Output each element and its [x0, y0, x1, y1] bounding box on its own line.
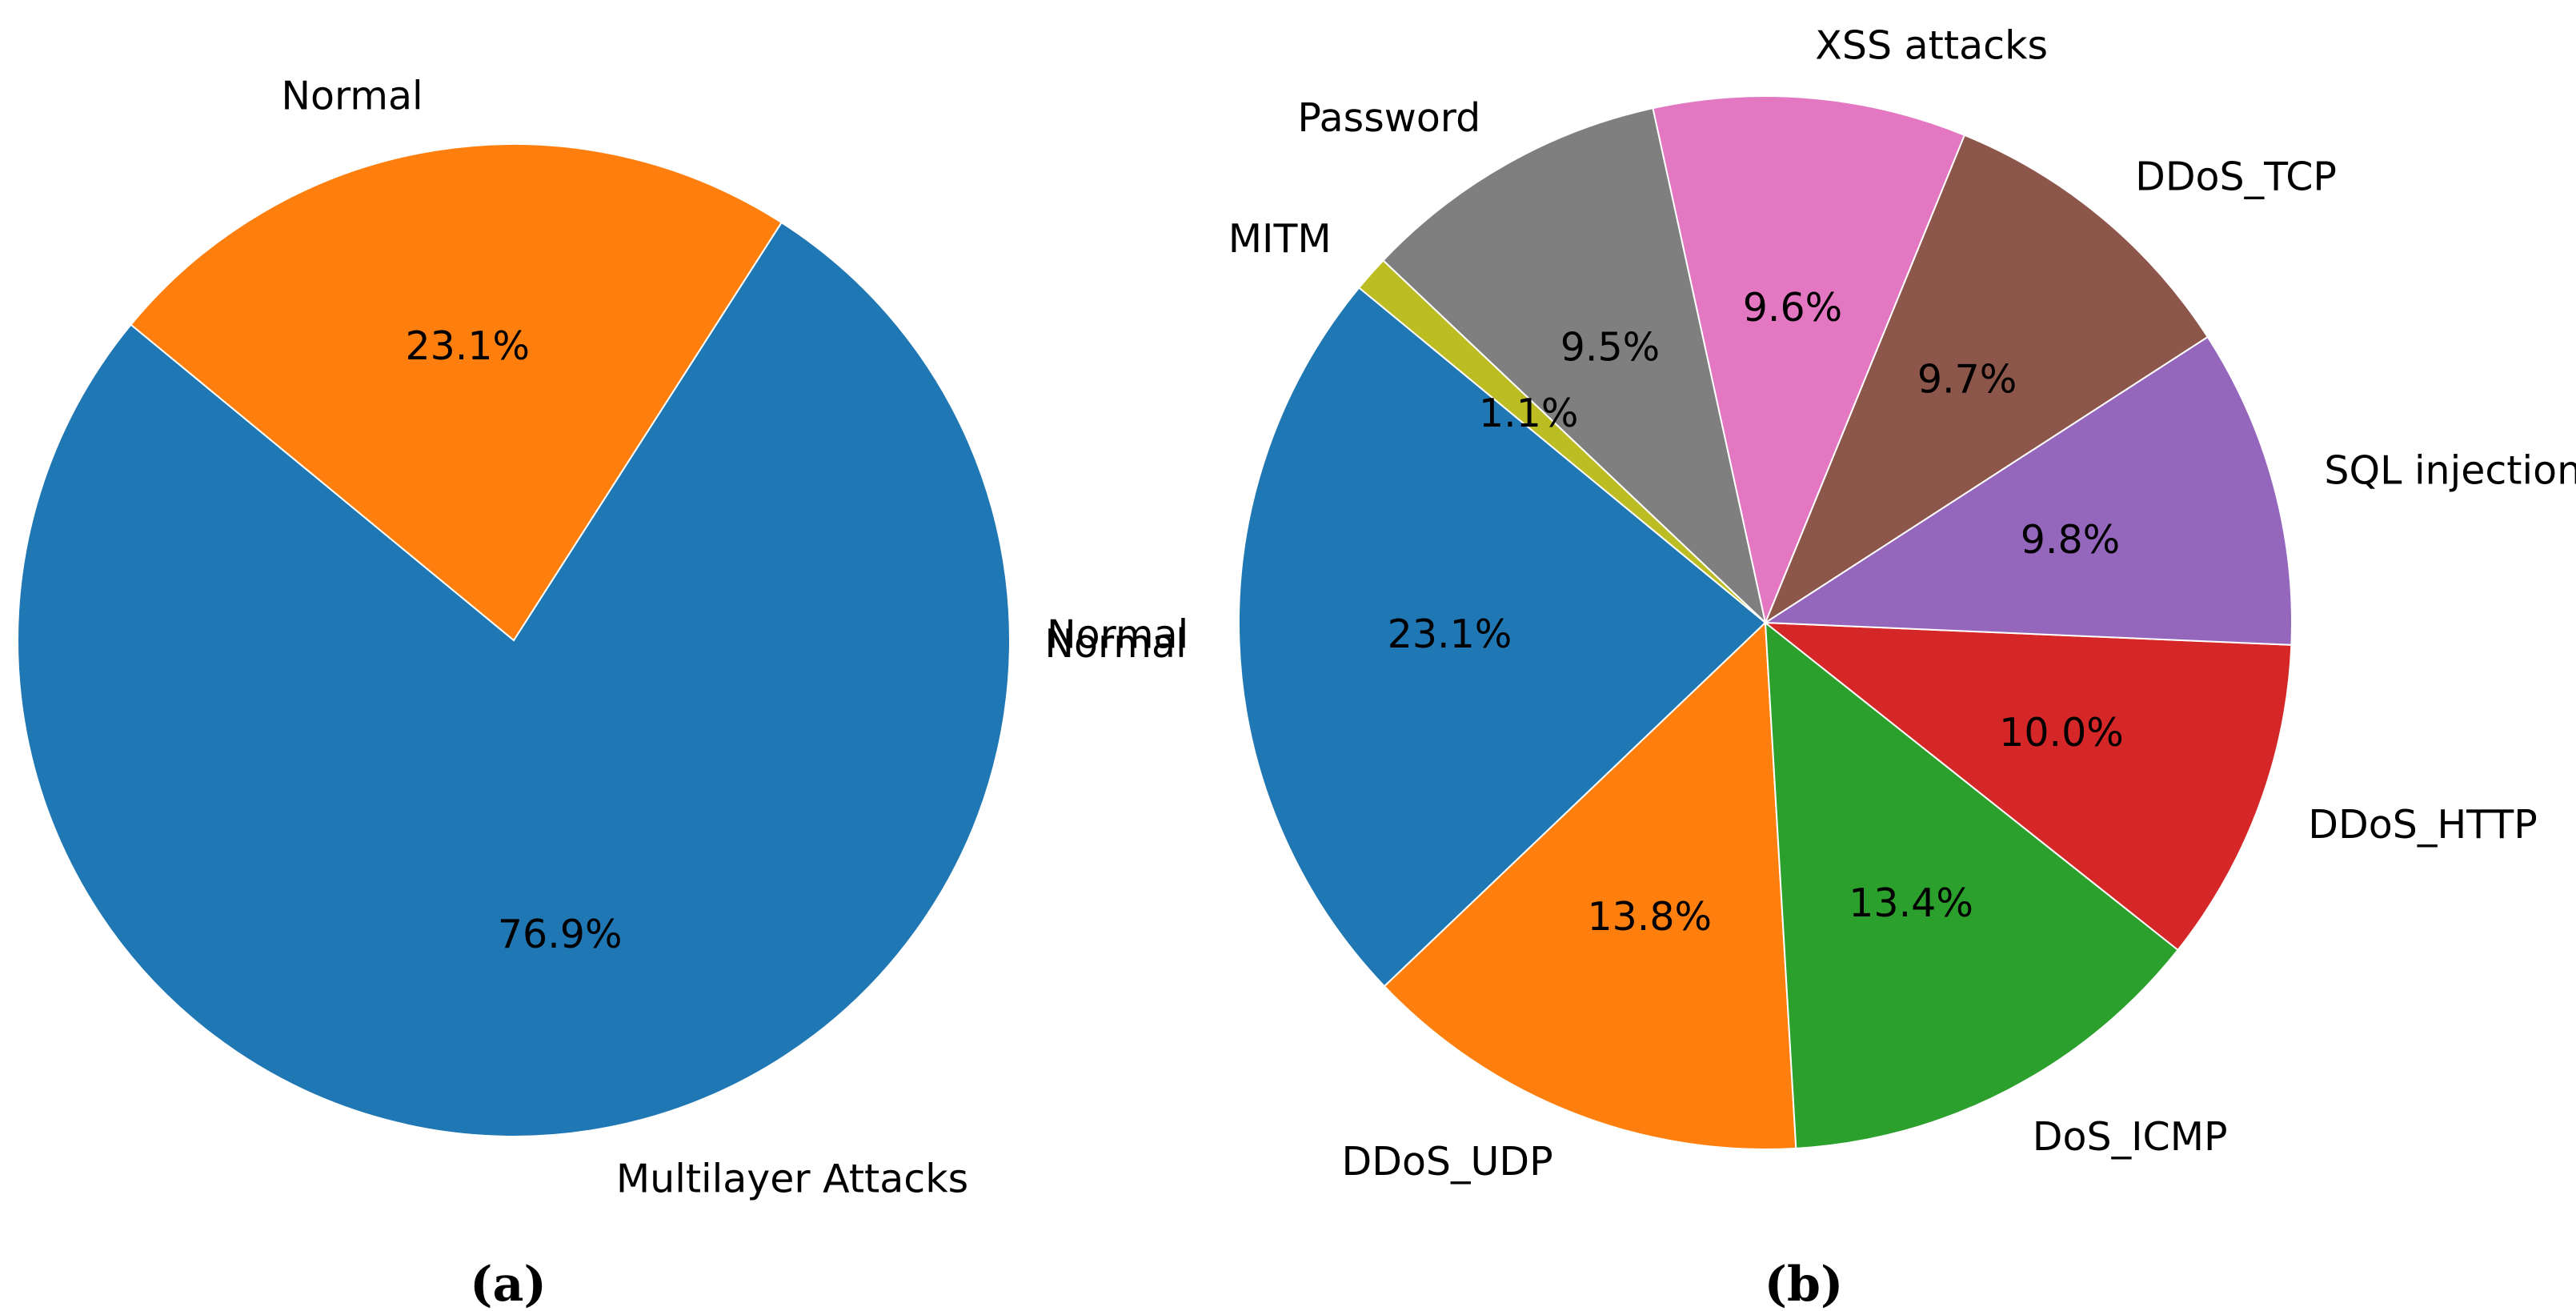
pie-slice-password	[1381, 107, 1767, 625]
pie-slice-dos-icmp	[1764, 620, 2179, 1149]
slice-label-normal: Normal	[281, 74, 423, 119]
pie-slice-multilayer-attacks	[17, 221, 1011, 1137]
slice-label-xss-attacks: XSS attacks	[1815, 22, 2048, 68]
pie-slice-ddos-udp	[1383, 620, 1797, 1150]
pie-slice-normal	[130, 143, 783, 642]
slice-label-ddos-http: DDoS_HTTP	[2308, 802, 2537, 848]
slice-percent-ddos-http: 10.0%	[1999, 710, 2124, 756]
slice-percent-mitm: 1.1%	[1479, 391, 1579, 436]
pie-slice-sql-injection	[1762, 335, 2293, 646]
pie-slice-normal	[1238, 287, 1767, 988]
slice-percent-normal: 23.1%	[1388, 611, 1512, 657]
slice-label-multilayer-attacks: Multilayer Attacks	[616, 1157, 968, 1202]
extra-label-normal: Normal	[1047, 612, 1188, 658]
slice-percent-sql-injection: 9.8%	[2021, 517, 2121, 563]
pie-slice-xss-attacks	[1652, 95, 1966, 626]
slice-label-ddos-tcp: DDoS_TCP	[2135, 154, 2337, 199]
pie-slice-ddos-http	[1762, 621, 2293, 952]
slice-label-ddos-udp: DDoS_UDP	[1341, 1139, 1552, 1185]
slice-label-normal: Normal	[1044, 621, 1186, 667]
caption-a: (a)	[470, 1257, 547, 1311]
pie-slice-mitm	[1357, 259, 1766, 623]
pie-chart-b: 23.1% Normal 13.8% DDoS_UDP 13.4% DoS_ICMP 10.…	[1044, 22, 2576, 1185]
slice-label-dos-icmp: DoS_ICMP	[2033, 1114, 2228, 1160]
caption-b: (b)	[1765, 1257, 1844, 1311]
slice-percent-ddos-udp: 13.8%	[1587, 894, 1712, 940]
slice-percent-dos-icmp: 13.4%	[1849, 880, 1973, 926]
slice-percent-normal: 23.1%	[405, 323, 530, 369]
slice-label-sql-injection: SQL injection	[2324, 448, 2576, 494]
slice-percent-xss-attacks: 9.6%	[1743, 285, 1843, 331]
pie-slice-ddos-tcp	[1763, 134, 2209, 625]
slice-label-password: Password	[1297, 95, 1480, 141]
slice-percent-password: 9.5%	[1560, 325, 1661, 371]
slice-percent-ddos-tcp: 9.7%	[1917, 357, 2017, 403]
slice-label-mitm: MITM	[1228, 216, 1332, 262]
slice-percent-multilayer-attacks: 76.9%	[498, 912, 623, 957]
